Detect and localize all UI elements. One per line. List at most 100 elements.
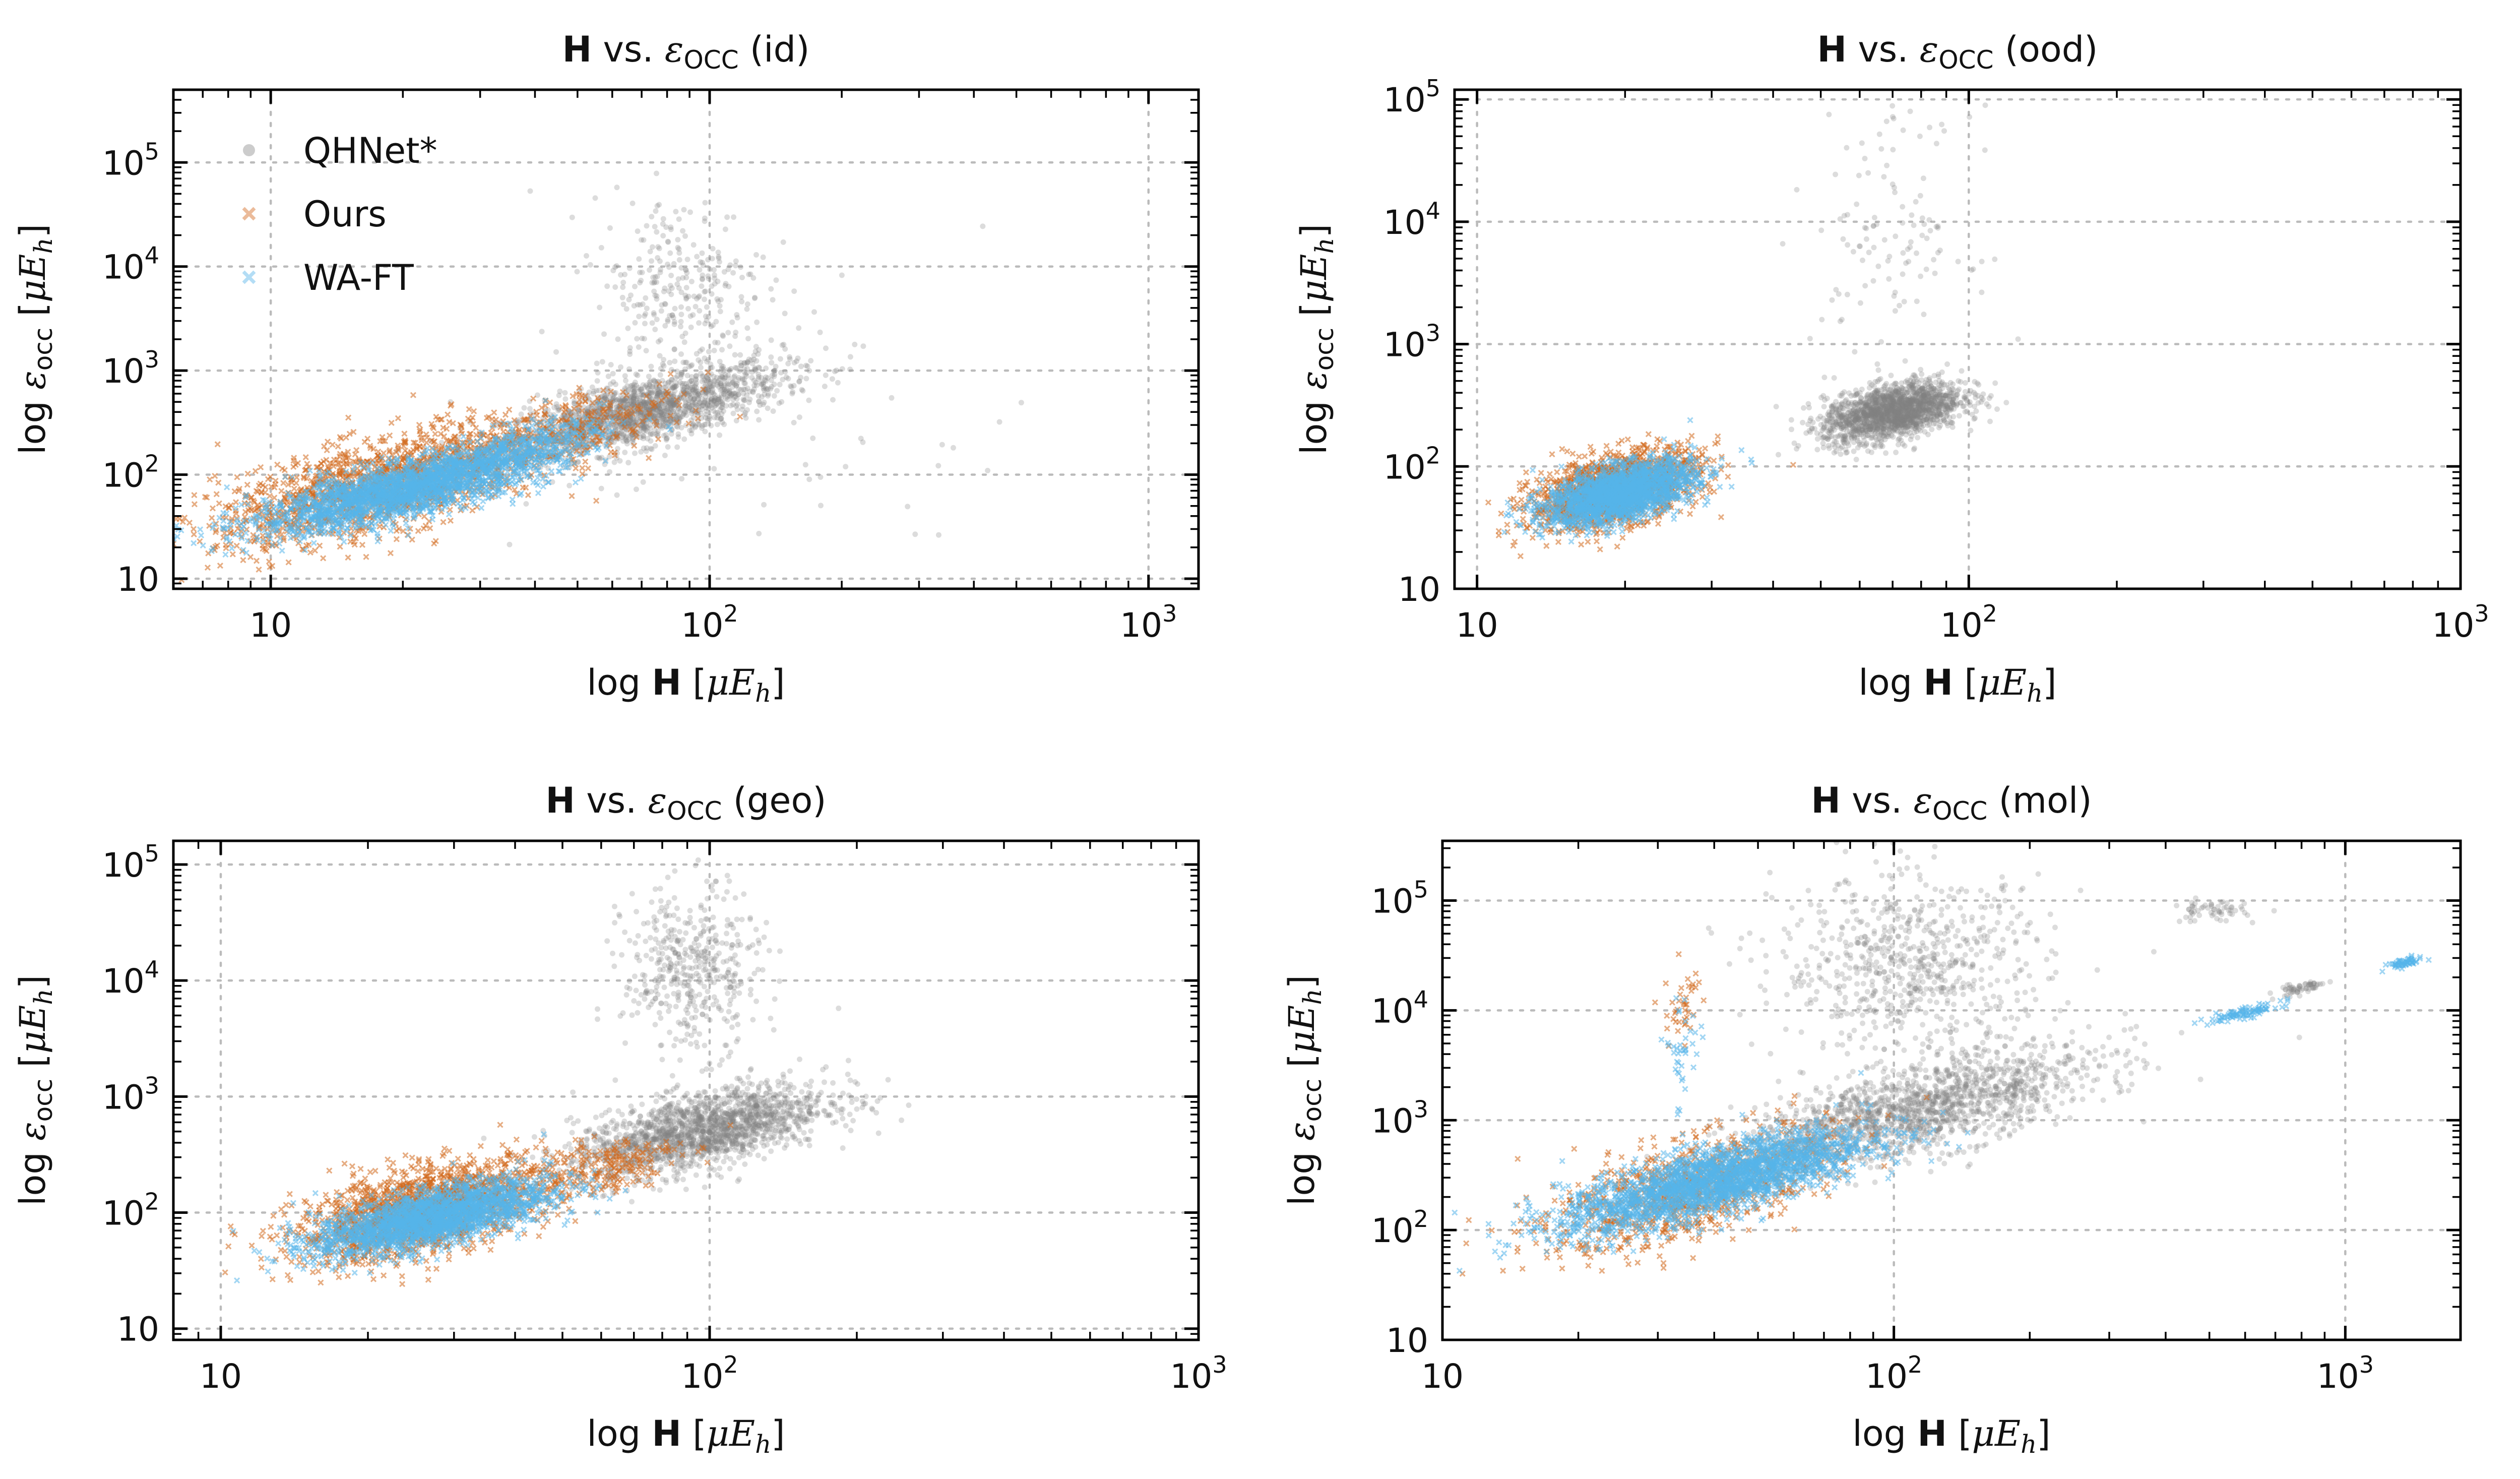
point bbox=[604, 283, 610, 289]
point bbox=[293, 480, 299, 486]
point bbox=[694, 380, 700, 386]
point bbox=[675, 413, 681, 419]
point bbox=[294, 460, 301, 466]
point bbox=[565, 408, 572, 414]
point bbox=[744, 360, 750, 366]
point bbox=[715, 250, 721, 256]
point bbox=[659, 414, 665, 420]
point bbox=[191, 491, 198, 499]
point bbox=[663, 413, 669, 419]
point bbox=[190, 526, 197, 532]
point bbox=[632, 450, 638, 456]
point bbox=[554, 404, 560, 410]
point bbox=[650, 244, 655, 250]
point bbox=[585, 465, 592, 472]
point bbox=[656, 202, 662, 208]
point bbox=[832, 368, 838, 375]
point bbox=[782, 369, 788, 375]
point bbox=[655, 391, 661, 397]
point bbox=[617, 458, 623, 464]
point bbox=[688, 431, 695, 437]
point bbox=[671, 401, 677, 407]
point bbox=[673, 412, 679, 418]
point bbox=[732, 394, 738, 400]
point bbox=[635, 373, 641, 379]
point bbox=[726, 388, 732, 394]
point bbox=[661, 409, 667, 415]
point bbox=[627, 433, 634, 439]
point bbox=[655, 407, 661, 413]
point bbox=[686, 400, 692, 406]
point bbox=[675, 237, 681, 242]
point bbox=[692, 388, 699, 394]
point bbox=[689, 362, 695, 368]
point bbox=[734, 406, 740, 412]
point bbox=[711, 466, 717, 472]
point bbox=[935, 463, 941, 469]
point bbox=[667, 250, 673, 256]
point bbox=[401, 430, 408, 437]
point bbox=[718, 382, 724, 388]
point bbox=[682, 359, 688, 365]
point bbox=[690, 312, 696, 318]
point bbox=[688, 392, 695, 398]
point bbox=[711, 398, 717, 404]
point bbox=[668, 402, 674, 408]
point bbox=[632, 320, 638, 326]
point bbox=[628, 292, 634, 298]
point bbox=[620, 301, 626, 307]
point bbox=[670, 385, 676, 391]
point bbox=[722, 226, 728, 232]
point bbox=[602, 395, 608, 401]
point bbox=[732, 365, 738, 371]
point bbox=[525, 491, 532, 499]
point bbox=[712, 272, 717, 278]
point bbox=[806, 397, 812, 403]
point bbox=[656, 245, 662, 252]
point bbox=[702, 428, 708, 435]
point bbox=[647, 378, 653, 384]
point bbox=[256, 566, 262, 573]
point bbox=[619, 398, 625, 403]
point bbox=[627, 397, 633, 403]
point bbox=[651, 288, 657, 294]
point bbox=[679, 381, 685, 387]
point bbox=[641, 445, 647, 451]
point bbox=[804, 363, 810, 369]
point bbox=[673, 375, 678, 381]
point bbox=[796, 379, 802, 385]
point bbox=[722, 383, 727, 389]
point bbox=[817, 474, 824, 480]
point bbox=[215, 479, 222, 486]
point bbox=[704, 374, 710, 380]
point bbox=[703, 421, 709, 427]
point bbox=[548, 468, 555, 474]
point bbox=[691, 387, 698, 393]
point bbox=[654, 394, 660, 400]
point bbox=[766, 391, 772, 397]
point bbox=[697, 267, 703, 273]
point bbox=[599, 359, 605, 365]
point bbox=[737, 413, 743, 420]
point bbox=[644, 223, 650, 229]
point bbox=[291, 485, 297, 492]
point bbox=[834, 367, 840, 374]
point bbox=[721, 378, 727, 384]
point bbox=[654, 279, 660, 285]
point bbox=[607, 225, 613, 231]
point bbox=[244, 470, 251, 477]
point bbox=[839, 272, 845, 278]
point bbox=[710, 389, 716, 395]
point bbox=[587, 262, 593, 268]
point bbox=[252, 468, 259, 474]
point bbox=[980, 223, 986, 229]
point bbox=[674, 444, 680, 450]
point bbox=[682, 402, 688, 408]
point bbox=[757, 402, 763, 408]
point bbox=[693, 376, 699, 382]
point bbox=[613, 390, 619, 396]
point bbox=[702, 296, 707, 302]
point bbox=[705, 273, 711, 279]
point bbox=[788, 383, 793, 389]
point bbox=[258, 464, 264, 471]
